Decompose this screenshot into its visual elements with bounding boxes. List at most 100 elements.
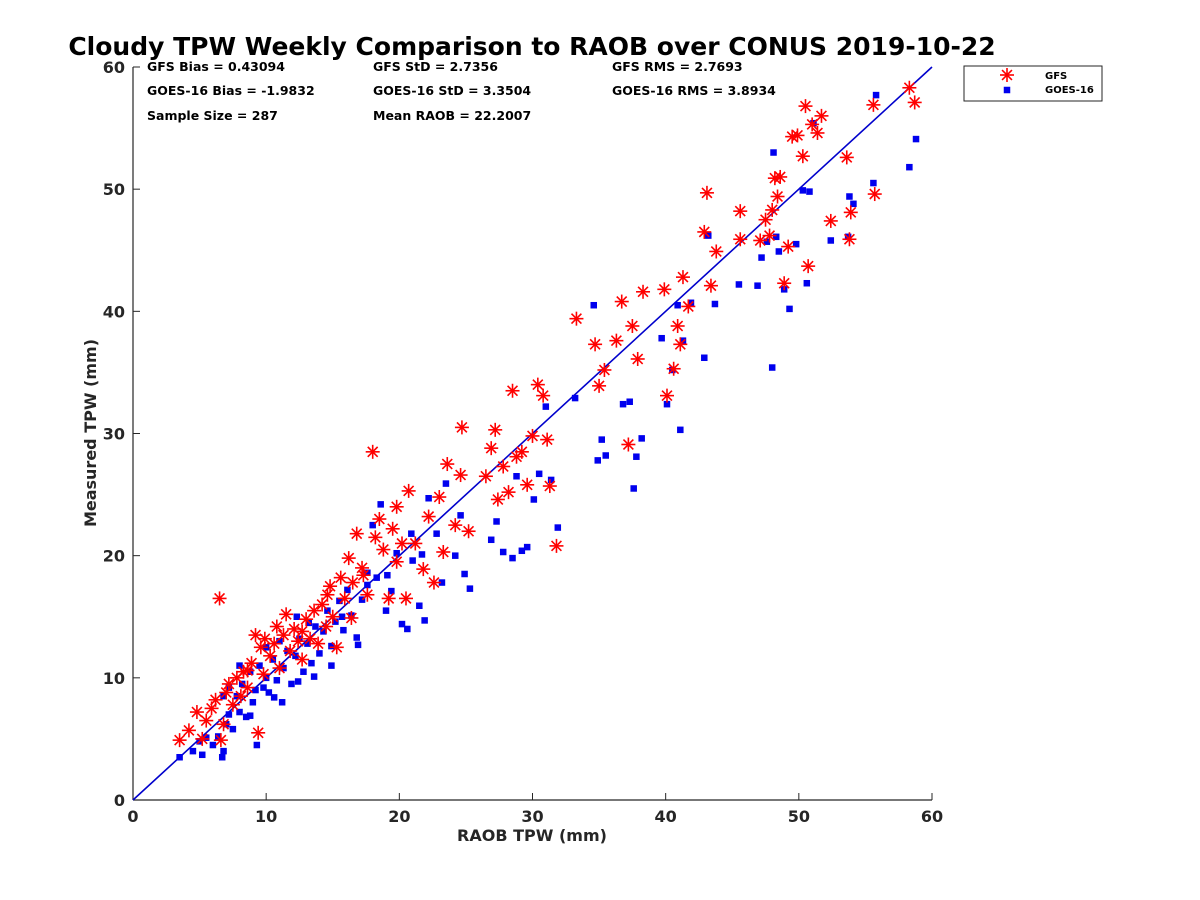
gfs-point <box>283 643 298 658</box>
goes16-point <box>598 436 605 443</box>
goes16-point <box>293 613 301 620</box>
gfs-point <box>907 95 922 110</box>
gfs-point <box>440 457 455 472</box>
gfs-point <box>244 656 259 671</box>
gfs-point <box>315 597 330 612</box>
gfs-point <box>385 521 400 536</box>
x-tick-label: 60 <box>921 807 943 826</box>
goes16-point <box>535 470 543 478</box>
goes16-point <box>294 678 302 685</box>
goes16-point <box>846 193 853 200</box>
gfs-point <box>501 485 516 500</box>
gfs-point <box>484 441 499 456</box>
y-tick-label: 30 <box>103 425 125 444</box>
gfs-rms-stat: GFS RMS = 2.7693 <box>612 59 743 74</box>
goes16-point <box>912 135 920 143</box>
gfs-point <box>866 97 881 112</box>
goes16-point <box>416 602 423 610</box>
gfs-point <box>333 570 348 585</box>
gfs-point <box>810 125 825 140</box>
goes16-point <box>530 496 538 503</box>
y-tick-label: 10 <box>103 669 125 688</box>
goes16-point <box>758 254 765 261</box>
gfs-point <box>240 680 255 695</box>
goes16-point <box>202 734 210 741</box>
goes16-point <box>384 571 391 579</box>
gfs-point <box>421 509 436 524</box>
goes16-point <box>336 597 343 605</box>
goes16-point <box>775 248 783 255</box>
goes16-point <box>499 548 507 556</box>
gfs-point <box>408 536 423 551</box>
goes16-point <box>278 699 286 706</box>
goes16-point <box>772 233 780 241</box>
goes16-point <box>292 652 299 660</box>
gfs-point <box>592 378 607 393</box>
gfs-point <box>341 551 356 566</box>
legend-gfs-label: GFS <box>1045 71 1067 82</box>
goes16-point <box>377 501 384 508</box>
goes16-point <box>236 708 243 716</box>
goes16-point <box>619 400 627 408</box>
goes16-point <box>763 238 771 245</box>
goes16-point <box>513 473 520 480</box>
gfs-point <box>172 733 187 748</box>
goes16-point <box>238 680 246 688</box>
gfs-point <box>839 150 854 165</box>
gfs-point <box>488 422 503 437</box>
goes16-point <box>198 751 206 759</box>
gfs-point <box>773 169 788 184</box>
goes16-point <box>320 628 327 635</box>
goes16-point <box>340 626 347 634</box>
goes16-point <box>872 91 880 99</box>
gfs-point <box>454 420 469 435</box>
goes16-point <box>590 301 598 309</box>
gfs-point <box>514 444 529 459</box>
goes16-point <box>276 637 283 645</box>
goes16-point <box>438 579 446 586</box>
gfs-point <box>801 259 816 274</box>
goes16-point <box>792 240 800 248</box>
goes16-point <box>388 587 395 595</box>
goes-rms-stat: GOES-16 RMS = 3.8934 <box>612 83 776 98</box>
gfs-point <box>530 377 545 392</box>
goes16-point <box>260 684 267 691</box>
gfs-point <box>823 213 838 228</box>
gfs-point <box>299 612 314 627</box>
goes16-point <box>176 753 183 761</box>
gfs-point <box>525 428 540 443</box>
gfs-point <box>621 437 636 452</box>
legend-goes-label: GOES-16 <box>1045 85 1094 96</box>
gfs-point <box>240 663 255 678</box>
gfs-point <box>765 202 780 217</box>
goes16-point <box>630 485 637 492</box>
goes16-point <box>310 673 318 680</box>
goes16-point <box>332 618 339 625</box>
gfs-point <box>795 149 810 164</box>
axis-ticks: 0 10 20 30 40 50 60 0 10 20 30 40 50 60 <box>103 58 943 826</box>
gfs-point <box>213 733 228 748</box>
gfs-point <box>842 232 857 247</box>
goes16-point <box>663 400 671 408</box>
goes16-point <box>253 741 261 749</box>
gfs-point <box>212 591 227 606</box>
goes16-point <box>209 741 217 749</box>
goes16-point <box>312 623 319 630</box>
goes16-point <box>602 452 609 459</box>
gfs-point <box>609 333 624 348</box>
gfs-point <box>448 518 463 533</box>
goes16-point <box>328 662 335 669</box>
goes16-point <box>354 641 362 649</box>
gfs-point <box>762 228 777 243</box>
goes16-point <box>270 694 278 701</box>
gfs-point <box>398 591 413 606</box>
goes16-point <box>466 585 474 592</box>
goes16-point <box>249 699 257 706</box>
mean-raob-stat: Mean RAOB = 22.2007 <box>373 108 531 123</box>
goes16-point <box>701 354 708 362</box>
gfs-point <box>416 562 431 577</box>
gfs-point <box>453 468 468 483</box>
goes16-point <box>425 494 432 502</box>
goes16-point <box>353 634 360 641</box>
gfs-point <box>699 185 714 200</box>
